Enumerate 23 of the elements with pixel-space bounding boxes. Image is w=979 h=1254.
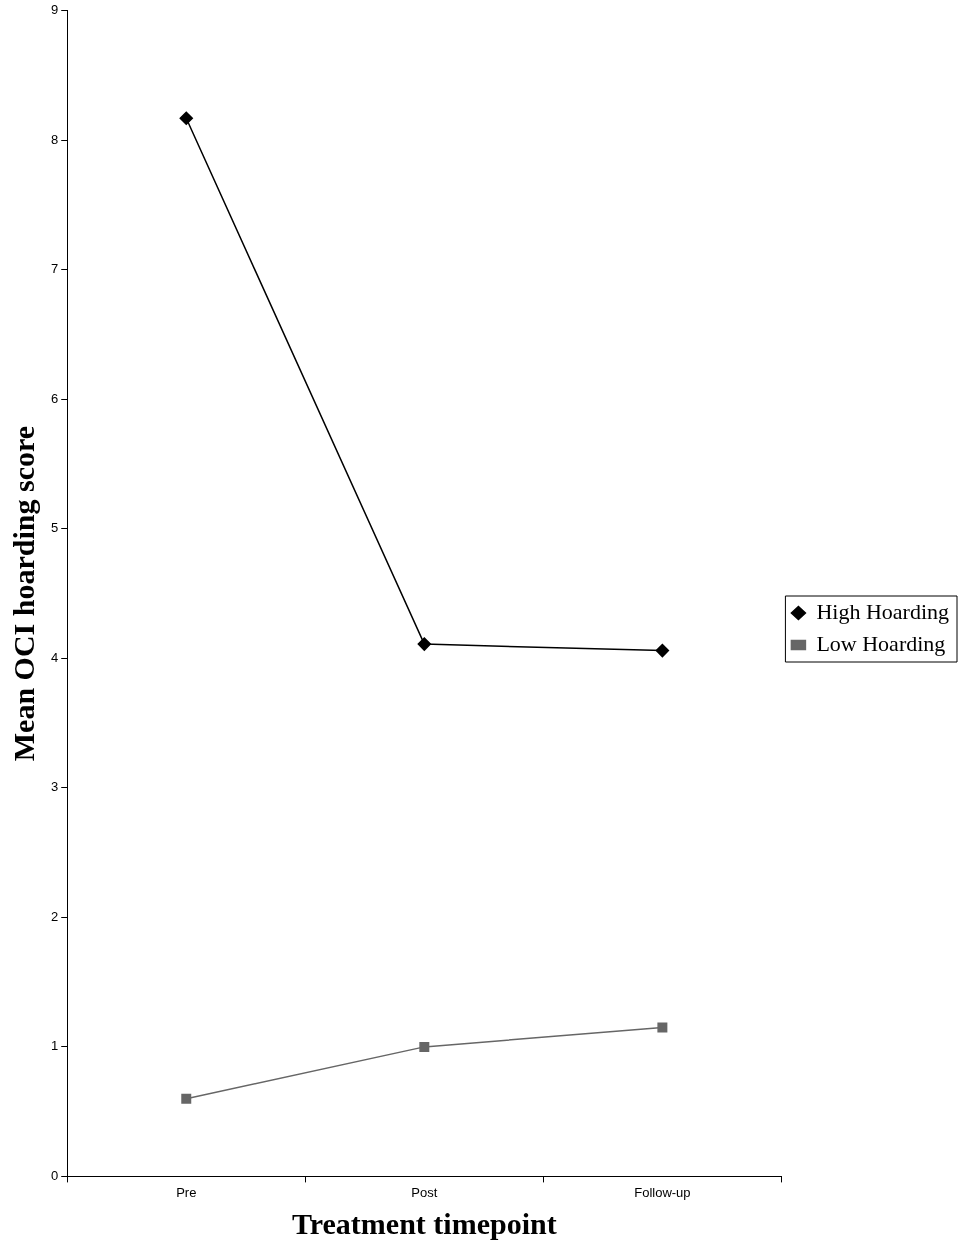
y-tick-label: 3: [51, 779, 59, 795]
point: [179, 111, 194, 126]
y-tick-label: 0: [51, 1167, 59, 1183]
y-tick-label: 8: [51, 131, 59, 147]
x-axis-title: Treatment timepoint: [291, 1206, 557, 1240]
point: [181, 1093, 192, 1104]
x-tick-label: Follow-up: [634, 1184, 691, 1200]
x-tick-label: Post: [411, 1184, 438, 1200]
point: [419, 1041, 430, 1052]
y-tick-label: 5: [51, 520, 59, 536]
x-tick-label: Pre: [176, 1184, 197, 1200]
y-tick-label: 2: [51, 908, 59, 924]
point: [417, 637, 432, 651]
y-tick-label: 4: [51, 649, 59, 665]
y-tick-label: 1: [51, 1038, 59, 1054]
y-tick-label: 7: [51, 261, 59, 277]
point: [657, 1022, 668, 1033]
y-tick-label: 6: [51, 390, 59, 406]
y-tick-label: 9: [51, 2, 59, 18]
point: [655, 643, 670, 658]
legend-label: Low Hoarding: [816, 630, 946, 656]
legend-label: High Hoarding: [816, 598, 949, 624]
y-axis-title: Mean OCI hoarding score: [6, 425, 40, 762]
